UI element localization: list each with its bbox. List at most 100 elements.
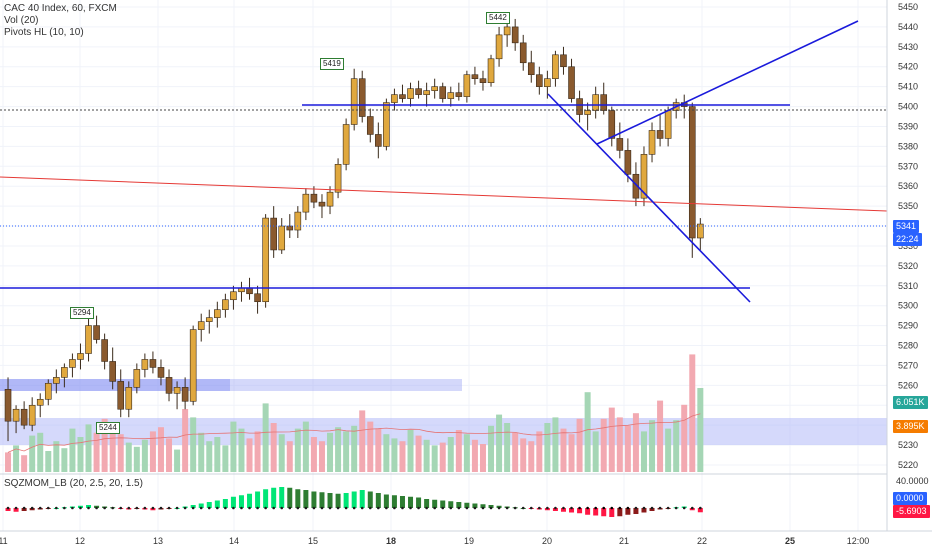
squeeze-dot — [30, 506, 34, 510]
squeeze-dot — [22, 506, 26, 510]
current-price-tag: 5341 — [893, 220, 920, 233]
price-tick-label: 5420 — [898, 62, 918, 72]
squeeze-dot — [224, 506, 227, 510]
volume-bar — [697, 388, 704, 472]
symbol-legend[interactable]: CAC 40 Index, 60, FXCM — [4, 3, 117, 14]
volume-bar — [673, 420, 680, 472]
momentum-bar — [319, 492, 325, 508]
candle-body — [544, 78, 551, 87]
squeeze-dot — [14, 506, 18, 510]
red-trend-line[interactable] — [0, 176, 888, 212]
wedge-upper-line[interactable] — [596, 20, 859, 145]
volume-bar — [61, 448, 68, 472]
squeeze-dot — [312, 506, 316, 510]
price-axis[interactable]: 5450 5440 5430 5420 5410 5400 5390 5380 5370 5360… — [898, 2, 918, 470]
price-tick-label: 5270 — [898, 360, 918, 370]
volume-bar — [399, 441, 406, 472]
candles — [4, 18, 704, 442]
squeeze-dot — [248, 506, 251, 510]
momentum-bar — [399, 496, 405, 508]
volume-bar — [190, 417, 197, 472]
candle-body — [527, 62, 535, 76]
candle-body — [407, 88, 414, 99]
momentum-bar — [311, 491, 317, 508]
wedge-lower-line[interactable] — [547, 93, 751, 303]
squeeze-dot — [690, 506, 694, 510]
squeeze-dot — [6, 506, 10, 510]
squeeze-dot — [473, 506, 477, 510]
momentum-bar — [327, 493, 333, 508]
momentum-bar — [456, 502, 462, 508]
momentum-bar — [198, 503, 204, 508]
squeeze-dot — [393, 506, 396, 510]
volume-bar — [45, 451, 52, 472]
momentum-bar — [416, 497, 422, 508]
pivots-legend[interactable]: Pivots HL (10, 10) — [4, 27, 84, 38]
volume-bar — [21, 455, 28, 472]
volume-bar — [504, 423, 511, 472]
candle-body — [656, 130, 664, 139]
volume-bar — [391, 438, 398, 472]
candle-body — [503, 26, 511, 36]
candle-body — [318, 201, 326, 207]
volume-legend[interactable]: Vol (20) — [4, 15, 39, 26]
candle-body — [69, 359, 76, 368]
momentum-bar — [13, 508, 19, 512]
candle-body — [576, 98, 583, 115]
volume-bar — [254, 431, 261, 472]
time-tick-label: 11 — [0, 536, 8, 546]
momentum-bar — [247, 493, 253, 508]
price-tick-label: 5290 — [898, 321, 918, 331]
squeeze-dot — [159, 506, 163, 510]
volume-bar — [463, 434, 470, 472]
volume-bar — [351, 425, 358, 472]
momentum-bar — [343, 493, 349, 508]
time-axis[interactable]: 11 12 13 14 15 18 19 20 21 22 25 12:00 — [0, 536, 869, 546]
squeeze-dot — [191, 506, 195, 510]
squeeze-dot — [578, 506, 581, 510]
squeeze-dot — [328, 506, 332, 510]
squeeze-dot — [497, 506, 501, 510]
volume-bar — [37, 432, 44, 472]
squeeze-dot — [368, 506, 372, 510]
squeeze-dot — [352, 506, 356, 510]
candle-body — [560, 54, 567, 68]
candle-body — [262, 217, 269, 303]
volume-bar — [536, 431, 543, 472]
volume-bars — [5, 354, 704, 472]
candle-body — [616, 138, 624, 151]
time-tick-label: 12 — [75, 536, 85, 546]
price-tick-label: 5310 — [898, 281, 918, 291]
volume-bar — [302, 421, 309, 472]
volume-bar — [101, 418, 108, 472]
squeeze-dot — [320, 506, 324, 510]
momentum-bar — [287, 487, 293, 508]
candle-body — [334, 164, 342, 193]
chart-legend[interactable]: CAC 40 Index, 60, FXCM Vol (20) Pivots H… — [4, 3, 117, 39]
volume-bar — [576, 418, 583, 472]
volume-bar — [157, 427, 164, 472]
momentum-bar — [408, 496, 414, 508]
squeeze-dot — [119, 506, 123, 510]
candle-body — [173, 387, 181, 394]
momentum-bar — [480, 504, 486, 508]
volume-bar — [133, 446, 140, 472]
candle-body — [632, 173, 640, 199]
momentum-bar — [649, 508, 655, 511]
momentum-bar — [448, 501, 454, 508]
volume-bar — [93, 432, 100, 472]
squeeze-dot — [481, 506, 485, 510]
volume-bar — [125, 442, 132, 472]
momentum-bar — [375, 493, 381, 508]
momentum-bar — [367, 491, 373, 508]
candle-body — [511, 26, 519, 44]
countdown-tag: 22:24 — [893, 233, 922, 246]
squeeze-dot — [288, 506, 292, 510]
squeeze-legend[interactable]: SQZMOM_LB (20, 2.5, 20, 1.5) — [4, 478, 143, 489]
momentum-bar — [279, 487, 285, 508]
momentum-bar — [295, 489, 301, 508]
candle-body — [383, 102, 390, 147]
squeeze-dot — [232, 506, 235, 510]
momentum-bar — [488, 505, 494, 508]
